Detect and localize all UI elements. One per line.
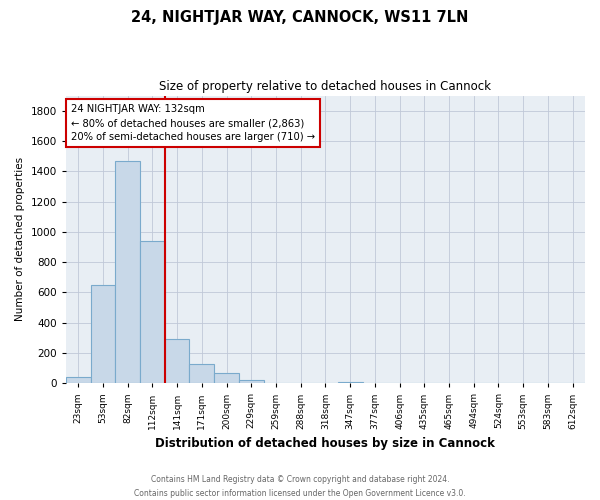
Bar	[165, 340, 190, 384]
Bar	[115, 160, 140, 384]
Title: Size of property relative to detached houses in Cannock: Size of property relative to detached ho…	[160, 80, 491, 93]
Text: 24 NIGHTJAR WAY: 132sqm
← 80% of detached houses are smaller (2,863)
20% of semi: 24 NIGHTJAR WAY: 132sqm ← 80% of detache…	[71, 104, 315, 142]
Bar	[190, 364, 214, 384]
Text: 24, NIGHTJAR WAY, CANNOCK, WS11 7LN: 24, NIGHTJAR WAY, CANNOCK, WS11 7LN	[131, 10, 469, 25]
Bar	[140, 241, 165, 384]
Bar	[91, 285, 115, 384]
Bar	[338, 382, 362, 384]
Bar	[263, 382, 289, 384]
Text: Contains HM Land Registry data © Crown copyright and database right 2024.
Contai: Contains HM Land Registry data © Crown c…	[134, 476, 466, 498]
Bar	[66, 377, 91, 384]
Bar	[214, 374, 239, 384]
Y-axis label: Number of detached properties: Number of detached properties	[15, 158, 25, 322]
X-axis label: Distribution of detached houses by size in Cannock: Distribution of detached houses by size …	[155, 437, 496, 450]
Bar	[239, 380, 263, 384]
